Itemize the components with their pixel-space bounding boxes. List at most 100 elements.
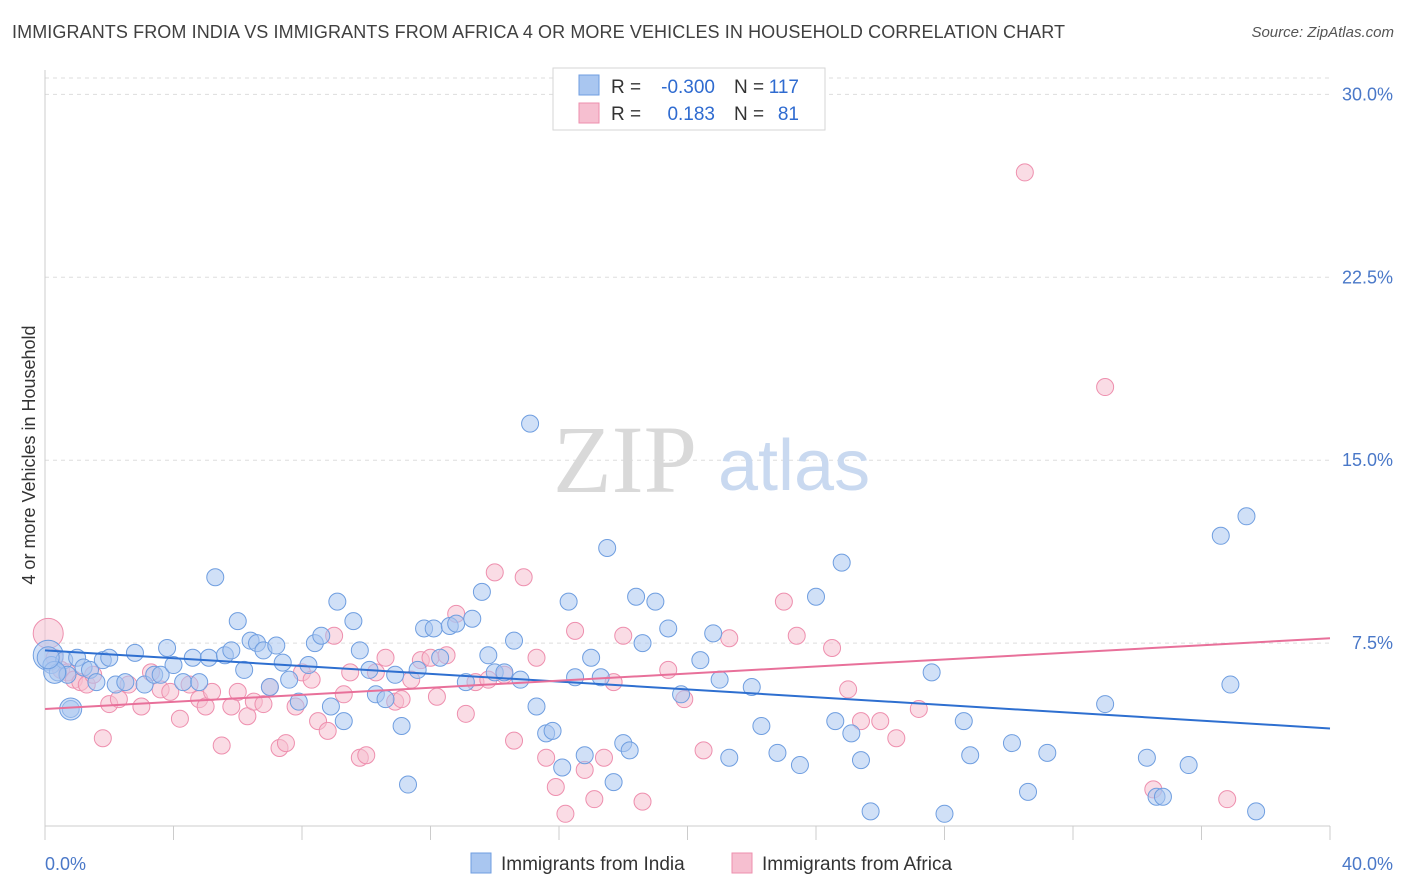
india-n-label: N = [734, 77, 764, 98]
india-point [935, 804, 954, 823]
india-point [807, 587, 825, 606]
y-tick-label: 7.5% [1352, 633, 1393, 653]
africa-point [1096, 378, 1115, 397]
india-point [431, 648, 450, 667]
india-point [183, 648, 202, 667]
africa-point [871, 712, 890, 731]
africa-point [427, 687, 446, 706]
india-point [479, 646, 498, 665]
india-point [633, 634, 652, 653]
africa-point [392, 690, 411, 709]
india-point [559, 592, 578, 611]
india-point [575, 746, 594, 765]
india-point [447, 614, 466, 633]
africa-point [170, 709, 189, 728]
india-point [720, 748, 739, 767]
trend-lines [44, 637, 1331, 730]
y-tick-labels: 7.5% 15.0% 22.5% 30.0% [1342, 84, 1393, 653]
africa-point [787, 626, 806, 645]
x-tick-label-max: 40.0% [1342, 854, 1393, 874]
india-point [553, 758, 572, 777]
india-point [289, 692, 308, 711]
india-point [691, 651, 710, 670]
africa-point [1015, 163, 1034, 182]
india-point [1247, 802, 1266, 821]
india-point [424, 619, 443, 638]
africa-point [720, 629, 739, 648]
india-point [151, 665, 170, 684]
india-point [158, 638, 177, 657]
india-swatch [578, 74, 600, 96]
chart-title: IMMIGRANTS FROM INDIA VS IMMIGRANTS FROM… [12, 22, 1066, 42]
india-point [273, 653, 292, 672]
legend-india-label: Immigrants from India [501, 854, 685, 875]
legend-india-swatch [470, 852, 492, 874]
india-point [328, 592, 347, 611]
india-point [164, 656, 183, 675]
watermark-zip: ZIP [553, 406, 697, 513]
india-point [190, 673, 209, 692]
africa-n-label: N = [734, 104, 764, 125]
india-point [527, 697, 546, 716]
y-tick-label: 22.5% [1342, 267, 1393, 287]
africa-point [594, 748, 613, 767]
india-point [1038, 743, 1057, 762]
india-point [710, 670, 729, 689]
india-point [87, 673, 106, 692]
india-point [704, 624, 723, 643]
africa-point [456, 704, 475, 723]
india-point [861, 802, 880, 821]
india-point [299, 656, 318, 675]
africa-point [485, 563, 504, 582]
india-point [312, 626, 331, 645]
india-point [1179, 756, 1198, 775]
watermark-atlas: atlas [718, 426, 870, 506]
africa-point [505, 731, 524, 750]
india-point [604, 773, 623, 792]
india-point [472, 582, 491, 601]
africa-point [546, 777, 565, 796]
india-point [1019, 782, 1038, 801]
africa-point [276, 734, 295, 753]
bottom-legend: Immigrants from India Immigrants from Af… [470, 852, 952, 875]
india-point [321, 697, 340, 716]
africa-point [93, 729, 112, 748]
india-point [1153, 787, 1172, 806]
india-point [954, 712, 973, 731]
africa-point [537, 748, 556, 767]
africa-point [633, 792, 652, 811]
india-point [646, 592, 665, 611]
india-point [125, 643, 144, 662]
gridlines [45, 77, 1330, 644]
africa-point [585, 790, 604, 809]
india-point [260, 677, 279, 696]
india-point [1002, 734, 1021, 753]
india-point [228, 612, 247, 631]
india-points [32, 414, 1266, 823]
india-point [408, 660, 427, 679]
africa-swatch [578, 102, 600, 124]
india-point [386, 665, 405, 684]
india-point [463, 609, 482, 628]
africa-point [228, 682, 247, 701]
africa-point [839, 680, 858, 699]
india-point [267, 636, 286, 655]
india-point [790, 756, 809, 775]
india-point [598, 538, 617, 557]
africa-point [357, 746, 376, 765]
india-point [174, 673, 193, 692]
india-point [36, 646, 60, 670]
india-point [206, 568, 225, 587]
africa-r-value: 0.183 [667, 104, 715, 125]
africa-point [132, 697, 151, 716]
india-point [222, 641, 241, 660]
india-point [235, 660, 254, 679]
india-point [116, 673, 135, 692]
india-point [1137, 748, 1156, 767]
x-tick-marks [44, 826, 1331, 840]
india-point [543, 721, 562, 740]
india-point [768, 743, 787, 762]
india-point [280, 670, 299, 689]
india-r-label: R = [611, 77, 641, 98]
india-point [627, 587, 646, 606]
